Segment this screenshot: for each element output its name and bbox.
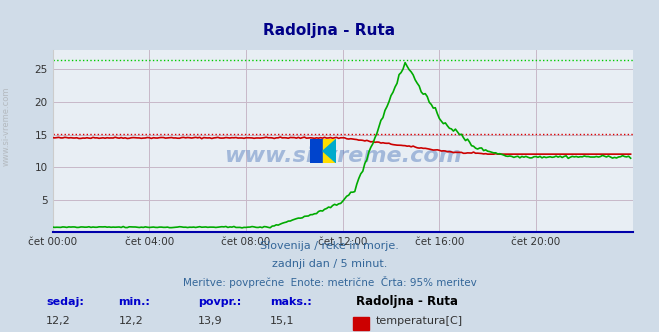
Text: Meritve: povprečne  Enote: metrične  Črta: 95% meritev: Meritve: povprečne Enote: metrične Črta:… [183,276,476,288]
Text: 13,9: 13,9 [198,316,222,326]
Text: 15,1: 15,1 [270,316,295,326]
Text: www.si-vreme.com: www.si-vreme.com [224,146,461,166]
Text: maks.:: maks.: [270,297,312,307]
Text: www.si-vreme.com: www.si-vreme.com [2,86,11,166]
Text: sedaj:: sedaj: [46,297,84,307]
Text: 12,2: 12,2 [46,316,71,326]
Text: povpr.:: povpr.: [198,297,241,307]
Text: Radoljna - Ruta: Radoljna - Ruta [356,295,458,308]
Bar [310,139,323,163]
Text: temperatura[C]: temperatura[C] [376,316,463,326]
Text: 12,2: 12,2 [119,316,144,326]
Text: min.:: min.: [119,297,150,307]
Text: Radoljna - Ruta: Radoljna - Ruta [264,23,395,38]
Polygon shape [323,139,336,163]
Text: Slovenija / reke in morje.: Slovenija / reke in morje. [260,241,399,251]
Text: zadnji dan / 5 minut.: zadnji dan / 5 minut. [272,259,387,269]
Bar [323,139,336,163]
